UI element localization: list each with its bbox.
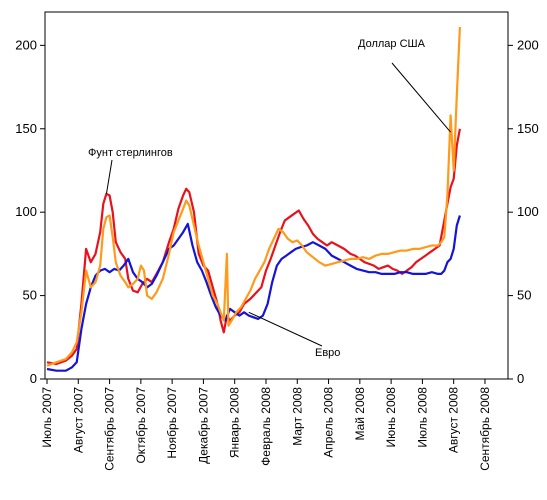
y-left-tick-label: 200 [15,37,37,52]
series-line [46,215,461,372]
x-tick-label: Декабрь 2007 [196,387,210,464]
annotation-leader [105,159,113,194]
x-tick-label: Июль 2008 [415,387,429,448]
x-tick-label: Сентябрь 2007 [103,387,117,471]
y-right-tick-label: 50 [517,288,531,303]
x-tick-label: Апрель 2008 [322,387,336,458]
annotation-label: Доллар США [358,38,426,50]
y-axis-left: 0 50 100 150 200 [15,37,45,386]
y-right-tick-label: 0 [517,371,524,386]
annotations: Фунт стерлингов Доллар США Евро [88,38,451,359]
annotation-leader [248,311,323,347]
y-right-tick-label: 150 [517,121,539,136]
x-tick-label: Май 2008 [353,387,367,441]
x-tick-label: Февраль 2008 [259,387,273,466]
y-left-tick-label: 0 [30,371,37,386]
x-tick-label: Октябрь 2007 [134,387,148,464]
y-axis-right: 0 50 100 150 200 [508,37,539,386]
x-tick-label: Ноябрь 2007 [165,387,179,459]
x-tick-label: Январь 2008 [228,387,242,458]
y-right-tick-label: 100 [517,204,539,219]
x-tick-label: Август 2008 [447,387,461,453]
x-axis: Июль 2007 Август 2007 Сентябрь 2007 Октябрь… [40,379,492,471]
x-tick-label: Июнь 2008 [384,387,398,448]
y-left-tick-label: 100 [15,204,37,219]
x-tick-label: Сентябрь 2008 [478,387,492,471]
annotation-leader [391,62,451,133]
annotation-label: Евро [315,347,340,359]
annotation-label: Фунт стерлингов [88,147,173,159]
plot-frame [44,11,509,380]
x-tick-label: Август 2007 [71,387,85,453]
series-lines [46,26,461,372]
series-line [46,128,461,366]
y-left-tick-label: 50 [23,288,37,303]
y-right-tick-label: 200 [517,37,539,52]
x-tick-label: Июль 2007 [40,387,54,448]
y-left-tick-label: 150 [15,121,37,136]
series-line [46,26,461,367]
x-tick-label: Март 2008 [290,387,304,446]
